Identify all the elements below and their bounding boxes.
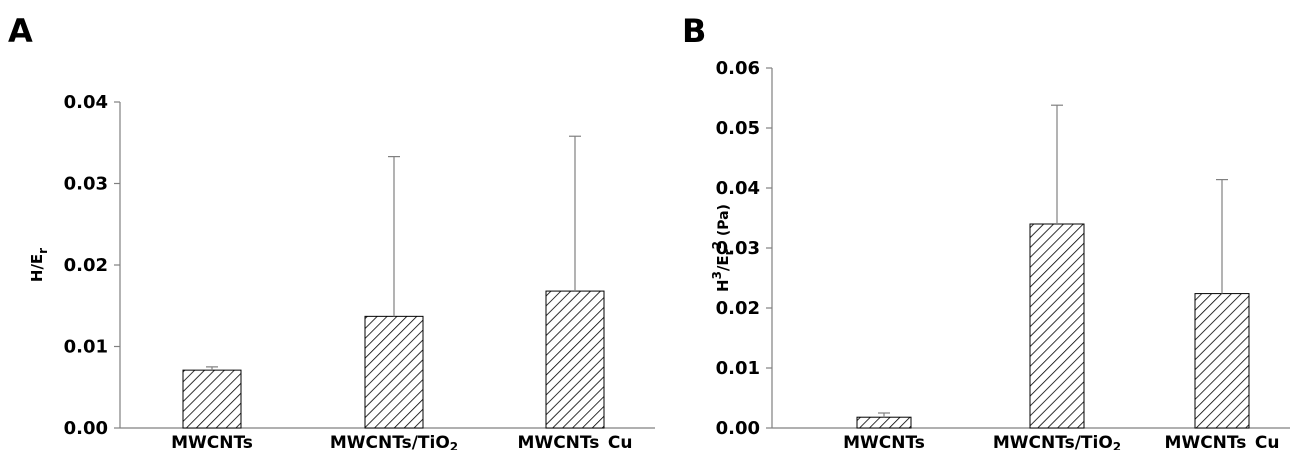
panel-a-bar — [545, 290, 605, 429]
panel-b-y-tick-label: 0.00 — [716, 418, 760, 439]
panel-b-y-tick-label: 0.02 — [716, 298, 760, 319]
panel-b-y-tick-label: 0.05 — [716, 118, 760, 139]
panel-a-y-tick-label: 0.03 — [64, 174, 108, 195]
panel-b-y-tick-label: 0.04 — [716, 178, 760, 199]
panel-a-y-tick-label: 0.00 — [64, 418, 108, 439]
panel-a-category-label: MWCNTs — [171, 433, 253, 450]
panel-a-y-tick-label: 0.01 — [64, 337, 108, 358]
panel-a-y-axis-title: H/Er — [28, 248, 50, 282]
panel-b-letter: B — [682, 12, 706, 50]
panel-b-y-axis-title: H3/Er2 (Pa) — [710, 204, 736, 292]
panel-b-y-tick-label: 0.03 — [716, 238, 760, 259]
panel-a-bar — [182, 369, 242, 429]
panel-a-bar — [364, 315, 424, 429]
panel-b-category-label: MWCNTs_Cu — [1165, 433, 1280, 450]
panel-a-category-label: MWCNTs_Cu — [518, 433, 633, 450]
panel-a-letter: A — [8, 12, 33, 50]
panel-b-y-tick-label: 0.06 — [716, 58, 760, 79]
panel-b-bar — [1194, 293, 1250, 429]
panel-b-bar — [1029, 223, 1085, 429]
chart-panel-b: B 0.00 0.01 0.02 0.03 0.04 0.05 0.06 H3/Er2 (Pa)… — [682, 12, 1290, 450]
panel-b-category-label: MWCNTs/TiO2 — [993, 433, 1121, 450]
panel-b-category-label: MWCNTs — [843, 433, 925, 450]
panel-a-category-label: MWCNTs/TiO2 — [330, 433, 458, 450]
chart-panel-a: A 0.00 0.01 0.02 0.03 0.04 H/Er MWCNTs MWCNTs/Ti… — [8, 12, 655, 450]
panel-a-y-tick-label: 0.02 — [64, 255, 108, 276]
panel-b-bar — [856, 416, 912, 429]
panel-b-y-tick-label: 0.01 — [716, 358, 760, 379]
panel-a-y-tick-label: 0.04 — [64, 92, 108, 113]
